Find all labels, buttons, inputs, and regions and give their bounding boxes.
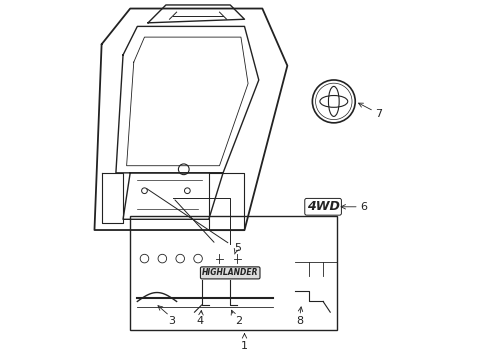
Bar: [130, 216, 337, 330]
Text: HIGHLANDER: HIGHLANDER: [202, 268, 258, 277]
Text: 8: 8: [296, 316, 303, 326]
Text: 6: 6: [360, 202, 367, 212]
Text: 1: 1: [241, 341, 247, 351]
Text: 4WD: 4WD: [306, 200, 339, 213]
Text: 3: 3: [167, 316, 174, 326]
Text: 4: 4: [196, 316, 203, 326]
Text: 7: 7: [374, 109, 381, 119]
Text: 5: 5: [233, 243, 241, 253]
Text: 2: 2: [235, 316, 242, 326]
